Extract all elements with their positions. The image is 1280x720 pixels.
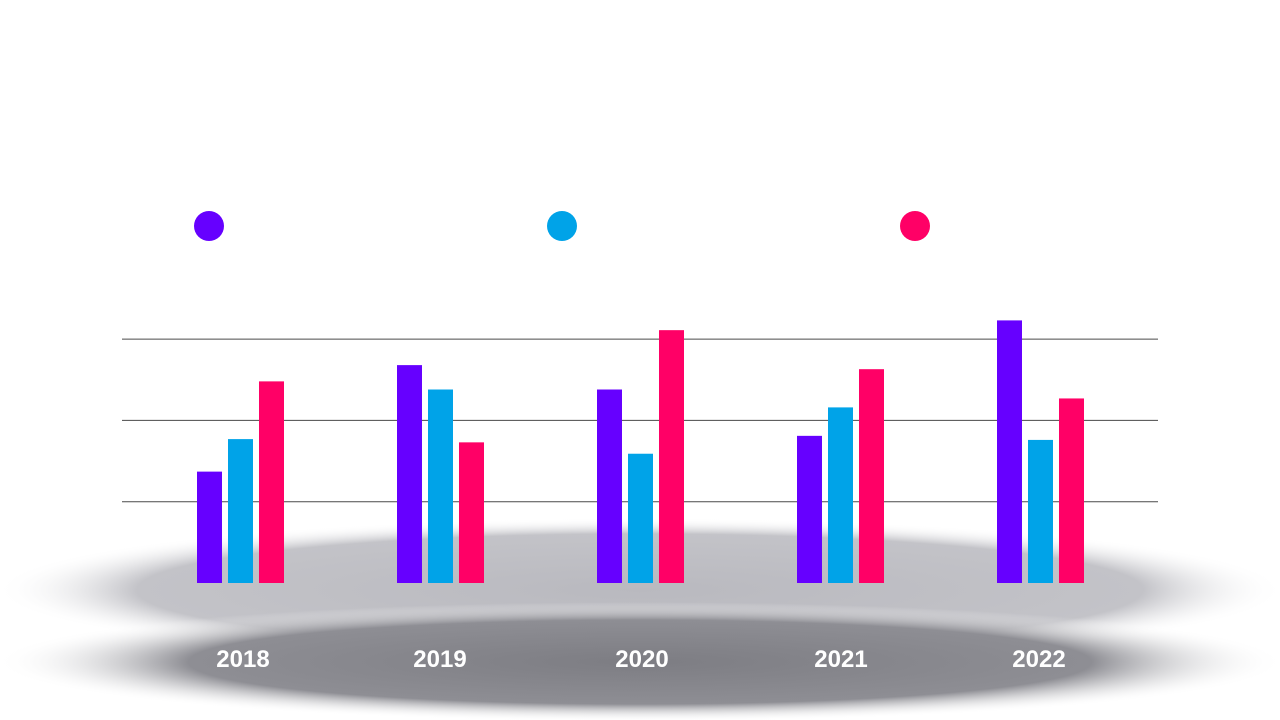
bar-2022-series-2 [1028,439,1053,583]
bar-2022-series-3 [1059,398,1084,583]
bar-2018-series-3 [259,381,284,583]
bar-2019-series-1 [397,365,422,583]
bar-2021-series-3 [859,369,884,583]
bar-2021-series-2 [828,407,853,583]
chart-base-platform [0,518,1280,720]
x-tick-label-2021: 2021 [814,646,867,673]
bar-2018-series-1 [197,471,222,583]
bar-2021-series-1 [797,435,822,583]
bar-2018-series-2 [228,439,253,583]
bar-2022-series-1 [997,320,1022,583]
legend [194,211,930,241]
legend-marker-series-1 [194,211,224,241]
bar-2020-series-1 [597,389,622,583]
x-tick-label-2019: 2019 [413,646,466,673]
bar-2019-series-2 [428,389,453,583]
legend-marker-series-2 [547,211,577,241]
legend-marker-series-3 [900,211,930,241]
bar-2020-series-3 [659,330,684,583]
bar-2019-series-3 [459,442,484,583]
bars [197,320,1084,583]
x-tick-label-2018: 2018 [216,646,269,673]
x-tick-label-2020: 2020 [615,646,668,673]
x-axis-labels: 2018 2019 2020 2021 2022 [216,646,1065,673]
bar-2020-series-2 [628,453,653,583]
x-tick-label-2022: 2022 [1012,646,1065,673]
